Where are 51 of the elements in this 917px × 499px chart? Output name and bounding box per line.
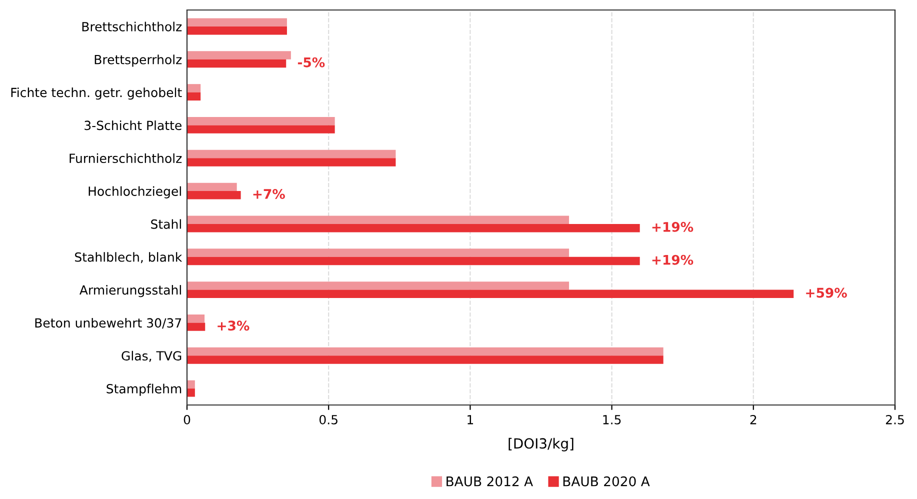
bar: [187, 356, 664, 364]
legend-label: BAUB 2012 A: [446, 476, 533, 486]
bar: [187, 388, 195, 397]
y-tick-label: Fichte techn. getr. gehobelt: [11, 88, 182, 100]
bar: [187, 290, 794, 298]
x-tick-label: 1.5: [603, 415, 621, 424]
bar: [187, 314, 205, 323]
y-tick-label: Stahlblech, blank: [75, 252, 182, 264]
bar: [187, 125, 335, 134]
x-tick-label: 0.5: [319, 414, 338, 424]
x-axis-title: [DOI3/kg]: [508, 438, 574, 452]
bar: [187, 59, 286, 68]
bar: [187, 26, 287, 35]
x-tick-label: 1: [468, 415, 474, 424]
bar: [187, 191, 241, 200]
annotation: +19%: [652, 254, 694, 265]
x-tick-label: 2.5: [886, 414, 904, 424]
y-tick-label: Brettsperrholz: [94, 54, 182, 67]
annotation: +59%: [806, 288, 847, 298]
annotation: -5%: [298, 57, 325, 68]
y-tick-label: Glas, TVG: [122, 350, 182, 362]
bar: [187, 116, 335, 126]
legend-label: BAUB 2020 A: [563, 476, 650, 486]
bar: [187, 347, 664, 356]
bar: [187, 182, 237, 192]
annotation: +7%: [253, 189, 285, 199]
bar: [187, 248, 570, 257]
y-tick-label: Hochlochziegel: [88, 186, 181, 198]
bar: [187, 18, 287, 26]
y-tick-label: 3-Schicht Platte: [84, 120, 182, 130]
annotation: +3%: [218, 320, 250, 331]
y-tick-label: Furnierschichtholz: [70, 153, 182, 164]
bar: [187, 158, 396, 166]
annotation: +19%: [652, 222, 694, 232]
bar: [187, 51, 291, 60]
y-tick-label: Stampflehm: [106, 384, 182, 396]
bar: [187, 380, 195, 389]
bar: [187, 216, 570, 224]
bar: [187, 84, 201, 92]
bar: [187, 256, 640, 266]
bar: [187, 224, 640, 232]
y-tick-label: Stahl: [151, 219, 181, 229]
y-tick-label: Brettschichtholz: [82, 22, 182, 32]
y-tick-label: Armierungsstahl: [80, 285, 181, 298]
y-tick-label: Beton unbewehrt 30/37: [35, 318, 182, 329]
x-tick-label: 2: [750, 414, 756, 424]
x-tick-label: 0: [184, 414, 190, 424]
bar: [187, 92, 201, 101]
bar: [187, 322, 206, 331]
bar: [187, 150, 396, 158]
bar: [187, 282, 570, 290]
